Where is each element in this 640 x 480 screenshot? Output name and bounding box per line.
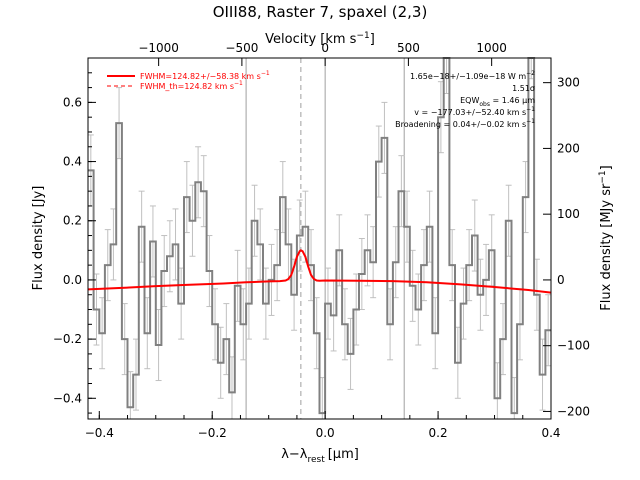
y-tick-label: −0.2 — [53, 332, 82, 346]
axis-ticks: −0.4 −0.2 0.0 0.2 0.4−0.4−0.20.00.20.40.6−20… — [53, 41, 590, 440]
x-axis-label: λ−λrest [μm] — [281, 447, 359, 465]
x-axis-label-unit: [μm] — [328, 447, 359, 462]
legend-item-fwhm-th-text: FWHM_th=124.82 km s — [140, 82, 234, 91]
annotation-sigma: 1.51σ — [512, 84, 535, 93]
top-axis-label-end: ] — [370, 32, 375, 47]
x-tick-label: −0.4 — [85, 426, 114, 440]
annotation-eqw-sub: obs — [479, 101, 490, 108]
top-axis-label-text: Velocity [km s — [265, 32, 357, 47]
x-tick-label: 0.2 — [429, 426, 448, 440]
right-axis-label: Flux density [MJy sr−1] — [598, 165, 614, 310]
x-axis-label-sub: rest — [307, 455, 325, 465]
top-tick-label: 1000 — [476, 41, 507, 55]
data-histogram-line — [88, 57, 551, 415]
legend-item-fwhm: FWHM=124.82+/−58.38 km s−1 — [140, 70, 270, 81]
right-tick-label: 0 — [557, 273, 565, 287]
annotation-broadening-text: Broadening = 0.04+/−0.02 km s — [395, 120, 526, 129]
annotation-eqw-tail: = 1.46 μm — [490, 96, 535, 105]
y-tick-label: 0.4 — [63, 155, 82, 169]
top-axis-label: Velocity [km s−1] — [265, 31, 375, 47]
right-tick-label: 200 — [557, 141, 580, 155]
annotation-eqw: EQWobs = 1.46 μm — [460, 96, 535, 108]
top-tick-label: 500 — [397, 41, 420, 55]
y-tick-label: 0.2 — [63, 214, 82, 228]
top-axis-label-sup: −1 — [356, 31, 369, 41]
x-axis-label-text: λ−λ — [281, 447, 308, 462]
annotation-flux-sup: −2 — [526, 70, 535, 77]
right-tick-label: 100 — [557, 207, 580, 221]
top-tick-label: −500 — [225, 41, 258, 55]
annotation-broadening-sup: −1 — [526, 118, 535, 125]
right-axis-label-end: ] — [599, 165, 614, 170]
y-tick-label: −0.4 — [53, 391, 82, 405]
y-tick-label: 0.6 — [63, 95, 82, 109]
right-tick-label: −200 — [557, 404, 590, 418]
annotation-flux-text: 1.65e−18+/−1.09e−18 W m — [410, 72, 526, 81]
x-tick-label: 0.0 — [316, 426, 335, 440]
legend-item-fwhm-text: FWHM=124.82+/−58.38 km s — [140, 72, 261, 81]
x-tick-label: 0.4 — [541, 426, 560, 440]
x-tick-label: −0.2 — [198, 426, 227, 440]
y-axis-label: Flux density [Jy] — [31, 186, 46, 291]
right-axis-label-sup: −1 — [598, 170, 608, 183]
legend-item-fwhm-sup: −1 — [261, 70, 270, 77]
right-axis-label-text: Flux density [MJy sr — [599, 183, 614, 311]
model-fit — [87, 249, 552, 294]
legend: FWHM=124.82+/−58.38 km s−1 FWHM_th=124.8… — [107, 70, 270, 91]
y-tick-label: 0.0 — [63, 273, 82, 287]
chart-title: OIII88, Raster 7, spaxel (2,3) — [213, 3, 428, 21]
annotation-broadening: Broadening = 0.04+/−0.02 km s−1 — [395, 118, 535, 129]
legend-item-fwhm-th: FWHM_th=124.82 km s−1 — [140, 80, 243, 91]
right-tick-label: 300 — [557, 76, 580, 90]
annotation-flux: 1.65e−18+/−1.09e−18 W m−2 — [410, 70, 535, 81]
model-fit-line — [87, 249, 552, 294]
annotation-velocity-text: v = −177.03+/−52.40 km s — [414, 108, 526, 117]
fit-annotations: 1.65e−18+/−1.09e−18 W m−2 1.51σ EQWobs =… — [395, 70, 535, 129]
plot-frame — [87, 57, 552, 420]
top-tick-label: −1000 — [138, 41, 179, 55]
data-histogram — [88, 57, 551, 415]
right-tick-label: −100 — [557, 339, 590, 353]
legend-item-fwhm-th-sup: −1 — [234, 80, 243, 87]
annotation-eqw-text: EQW — [460, 96, 479, 105]
annotation-velocity: v = −177.03+/−52.40 km s−1 — [414, 106, 535, 117]
annotation-velocity-sup: −1 — [526, 106, 535, 113]
top-tick-label: 0 — [321, 41, 329, 55]
